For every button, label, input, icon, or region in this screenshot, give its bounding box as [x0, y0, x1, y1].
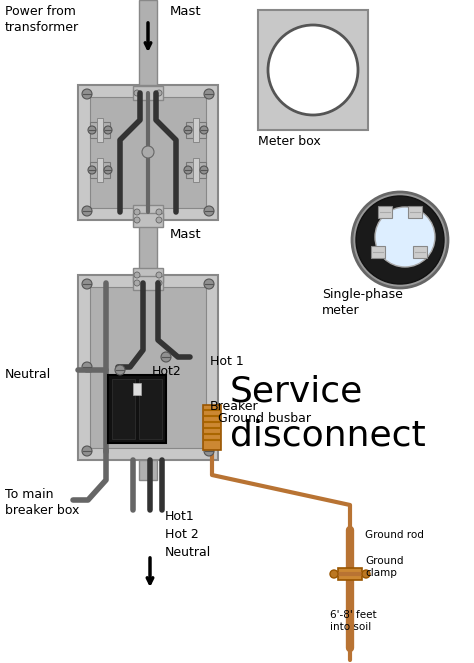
- Bar: [133, 213, 163, 227]
- Text: Hot1: Hot1: [165, 510, 195, 523]
- Bar: [139, 379, 162, 439]
- Circle shape: [104, 126, 112, 134]
- Bar: [139, 460, 157, 480]
- Circle shape: [204, 206, 214, 216]
- Bar: [139, 220, 157, 275]
- Circle shape: [82, 446, 92, 456]
- Bar: [203, 405, 221, 450]
- Circle shape: [134, 280, 140, 286]
- Circle shape: [156, 209, 162, 215]
- Text: Power from
transformer: Power from transformer: [5, 5, 79, 34]
- Bar: [78, 85, 218, 220]
- Bar: [186, 162, 206, 178]
- Bar: [133, 205, 163, 219]
- Text: Neutral: Neutral: [165, 546, 211, 559]
- Bar: [90, 97, 206, 208]
- Text: Ground
clamp: Ground clamp: [365, 556, 403, 578]
- Text: Mast: Mast: [170, 228, 201, 241]
- Circle shape: [184, 166, 192, 174]
- Circle shape: [142, 146, 154, 158]
- Circle shape: [88, 166, 96, 174]
- Bar: [139, 0, 157, 85]
- Bar: [258, 10, 368, 130]
- Bar: [133, 268, 163, 282]
- Circle shape: [82, 362, 92, 372]
- Bar: [193, 118, 199, 142]
- Circle shape: [134, 217, 140, 223]
- Bar: [97, 118, 103, 142]
- Circle shape: [82, 279, 92, 289]
- Text: Hot 2: Hot 2: [165, 528, 199, 541]
- Bar: [193, 158, 199, 182]
- Bar: [413, 246, 427, 258]
- Bar: [338, 568, 362, 580]
- Bar: [112, 379, 135, 439]
- Bar: [408, 206, 422, 218]
- Text: Hot2: Hot2: [152, 365, 182, 378]
- Text: disconnect: disconnect: [230, 418, 426, 452]
- Circle shape: [184, 126, 192, 134]
- Circle shape: [204, 89, 214, 99]
- Text: Ground busbar: Ground busbar: [218, 412, 311, 425]
- Circle shape: [362, 570, 370, 578]
- Circle shape: [82, 89, 92, 99]
- Circle shape: [204, 279, 214, 289]
- Circle shape: [204, 446, 214, 456]
- Circle shape: [115, 365, 125, 375]
- Circle shape: [134, 272, 140, 278]
- Text: 6'-8' feet
into soil: 6'-8' feet into soil: [330, 610, 377, 633]
- Circle shape: [375, 207, 435, 267]
- Bar: [133, 276, 163, 290]
- Circle shape: [200, 166, 208, 174]
- Circle shape: [104, 166, 112, 174]
- Circle shape: [88, 126, 96, 134]
- Bar: [90, 287, 206, 448]
- Circle shape: [156, 272, 162, 278]
- Circle shape: [156, 90, 162, 96]
- Bar: [90, 162, 110, 178]
- Text: Ground rod: Ground rod: [365, 530, 424, 540]
- Text: Neutral: Neutral: [5, 368, 51, 381]
- Bar: [371, 246, 385, 258]
- Bar: [133, 86, 163, 100]
- Circle shape: [161, 352, 171, 362]
- Circle shape: [330, 570, 338, 578]
- Circle shape: [156, 280, 162, 286]
- Text: Meter box: Meter box: [258, 135, 321, 148]
- Bar: [378, 206, 392, 218]
- Bar: [133, 383, 141, 395]
- Text: Service: Service: [230, 375, 363, 409]
- Text: Hot 1: Hot 1: [210, 355, 244, 368]
- Circle shape: [134, 209, 140, 215]
- Circle shape: [268, 25, 358, 115]
- Circle shape: [200, 126, 208, 134]
- Circle shape: [356, 196, 444, 284]
- Circle shape: [156, 217, 162, 223]
- Circle shape: [82, 206, 92, 216]
- Bar: [90, 122, 110, 138]
- Circle shape: [352, 192, 448, 288]
- Text: Single-phase
meter: Single-phase meter: [322, 288, 403, 317]
- Bar: [78, 275, 218, 460]
- Text: Mast: Mast: [170, 5, 201, 18]
- Circle shape: [134, 90, 140, 96]
- Bar: [186, 122, 206, 138]
- Text: Breaker: Breaker: [210, 400, 259, 413]
- Bar: [108, 375, 166, 443]
- Text: To main
breaker box: To main breaker box: [5, 488, 79, 517]
- Bar: [97, 158, 103, 182]
